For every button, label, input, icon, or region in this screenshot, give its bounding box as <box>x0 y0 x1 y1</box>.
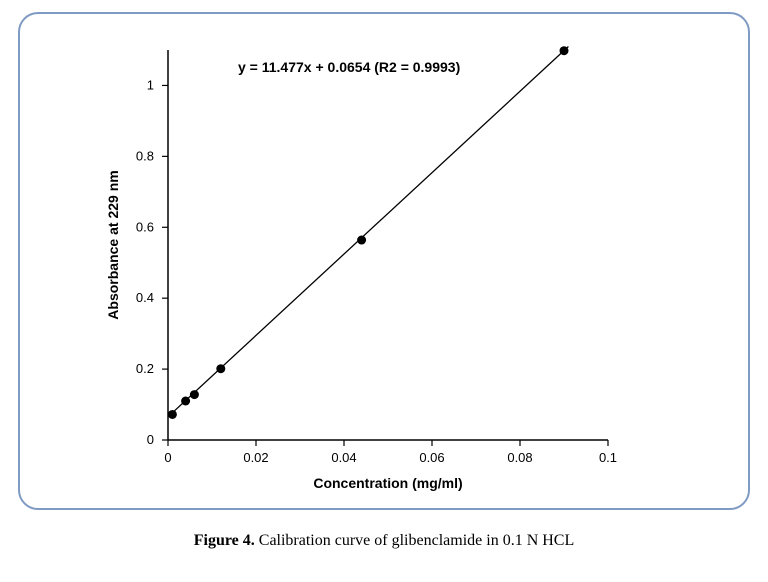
svg-text:Concentration (mg/ml): Concentration (mg/ml) <box>313 475 462 491</box>
svg-text:0.2: 0.2 <box>136 361 154 376</box>
svg-text:1: 1 <box>147 77 154 92</box>
svg-text:0.06: 0.06 <box>419 450 444 465</box>
calibration-chart: 0 0.02 0.04 0.06 0.08 0.1 0 0.2 0.4 0.6 0.8 1 Concen… <box>18 12 750 510</box>
svg-text:0.8: 0.8 <box>136 148 154 163</box>
figure-container: 0 0.02 0.04 0.06 0.08 0.1 0 0.2 0.4 0.6 0.8 1 Concen… <box>0 0 768 582</box>
svg-text:0.6: 0.6 <box>136 219 154 234</box>
svg-text:Absorbance at 229 nm: Absorbance at 229 nm <box>105 170 121 319</box>
svg-text:y = 11.477x + 0.0654 (R2 = 0.9: y = 11.477x + 0.0654 (R2 = 0.9993) <box>238 59 460 75</box>
svg-text:0.4: 0.4 <box>136 290 154 305</box>
figure-caption-text: Calibration curve of glibenclamide in 0.… <box>255 532 574 549</box>
svg-text:0: 0 <box>147 432 154 447</box>
svg-text:0: 0 <box>164 450 171 465</box>
figure-caption: Figure 4. Calibration curve of glibencla… <box>0 532 768 550</box>
svg-text:0.02: 0.02 <box>243 450 268 465</box>
svg-text:0.1: 0.1 <box>599 450 617 465</box>
figure-label: Figure 4. <box>194 532 255 549</box>
svg-text:0.08: 0.08 <box>507 450 532 465</box>
svg-text:0.04: 0.04 <box>331 450 356 465</box>
